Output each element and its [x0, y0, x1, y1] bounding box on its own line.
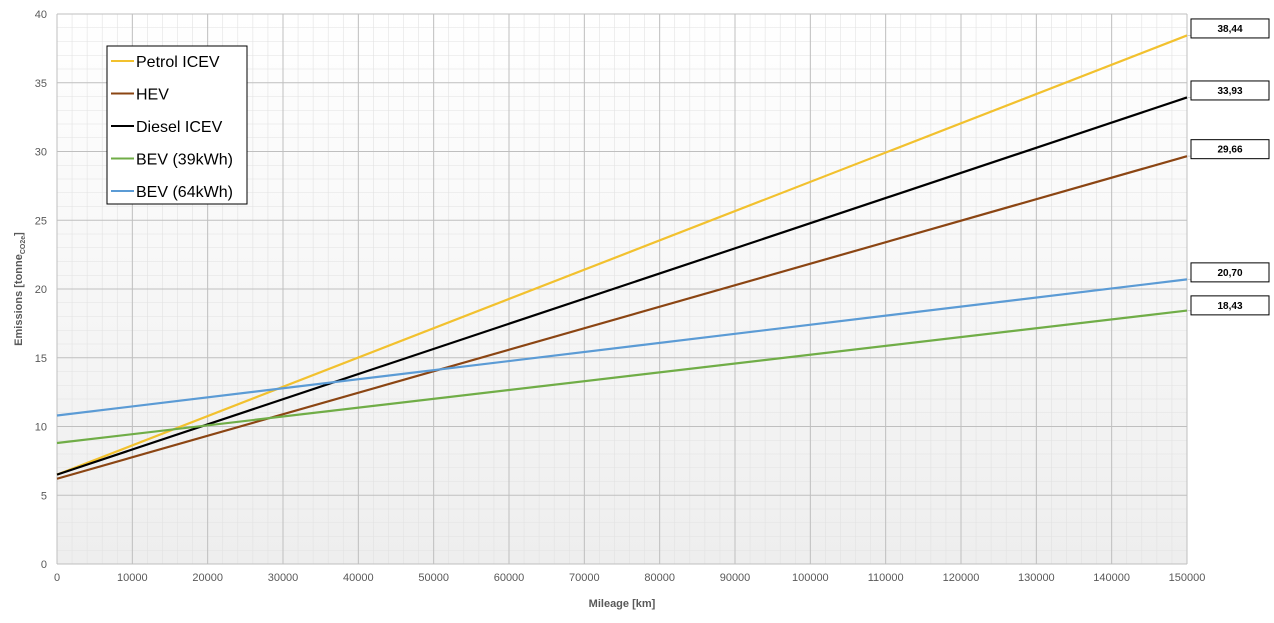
y-tick-label: 5 — [41, 490, 47, 502]
x-tick-label: 120000 — [943, 572, 980, 584]
x-tick-label: 0 — [54, 572, 60, 584]
series-line-bev-39kwh — [56, 309, 1188, 445]
legend-label: BEV (64kWh) — [136, 184, 233, 201]
end-label-box — [1190, 139, 1270, 160]
y-tick-label: 10 — [35, 422, 47, 434]
end-labels: 38,44 33,93 29,66 20,70 18,43 — [1186, 18, 1270, 316]
legend-label: BEV (39kWh) — [136, 152, 233, 169]
y-tick-label: 25 — [35, 215, 47, 227]
y-axis-title-subscript: CO2e — [20, 236, 27, 254]
y-tick-label: 20 — [35, 284, 47, 296]
series-line-hev — [56, 155, 1188, 480]
y-tick-label: 40 — [35, 9, 47, 21]
x-tick-label: 100000 — [792, 572, 829, 584]
end-value-label: 20,70 — [1217, 268, 1242, 279]
x-axis-ticks: 0 10000 20000 30000 40000 50000 60000 70000 8000… — [54, 572, 1205, 584]
end-label-box — [1190, 18, 1270, 39]
y-tick-label: 30 — [35, 147, 47, 159]
x-tick-label: 10000 — [117, 572, 148, 584]
y-axis-title: Emissions [tonneCO2e] — [13, 232, 27, 346]
x-tick-label: 70000 — [569, 572, 600, 584]
end-value-label: 29,66 — [1217, 145, 1242, 156]
end-label-box — [1190, 262, 1270, 283]
series-lines — [56, 34, 1188, 480]
legend: Petrol ICEV HEV Diesel ICEV BEV (39kWh) BEV … — [106, 45, 248, 205]
series-line-bev-64kwh — [56, 278, 1188, 417]
x-tick-label: 40000 — [343, 572, 374, 584]
x-tick-label: 30000 — [268, 572, 299, 584]
end-value-label: 33,93 — [1217, 86, 1242, 97]
x-tick-label: 80000 — [644, 572, 675, 584]
x-tick-label: 110000 — [868, 572, 904, 584]
legend-label: Diesel ICEV — [136, 119, 223, 136]
x-tick-label: 150000 — [1169, 572, 1206, 584]
y-tick-label: 0 — [41, 559, 47, 571]
end-value-label: 18,43 — [1217, 301, 1242, 312]
legend-label: Petrol ICEV — [136, 54, 220, 71]
y-axis-title-close: ] — [13, 232, 25, 236]
end-label-box — [1190, 295, 1270, 316]
x-tick-label: 130000 — [1018, 572, 1055, 584]
y-tick-label: 15 — [35, 353, 47, 365]
series-line-diesel-icev — [56, 96, 1188, 476]
x-tick-label: 50000 — [418, 572, 449, 584]
x-tick-label: 90000 — [720, 572, 751, 584]
x-tick-label: 60000 — [494, 572, 525, 584]
legend-label: HEV — [136, 87, 169, 104]
x-axis-title: Mileage [km] — [589, 598, 656, 610]
y-tick-label: 35 — [35, 78, 47, 90]
series-line-petrol-icev — [56, 34, 1188, 476]
y-axis-ticks: 0 5 10 15 20 25 30 35 40 — [35, 9, 47, 571]
x-tick-label: 140000 — [1093, 572, 1130, 584]
end-label-box — [1190, 80, 1270, 101]
x-tick-label: 20000 — [192, 572, 223, 584]
y-axis-title-main: Emissions [tonne — [13, 254, 25, 346]
end-value-label: 38,44 — [1217, 24, 1242, 35]
